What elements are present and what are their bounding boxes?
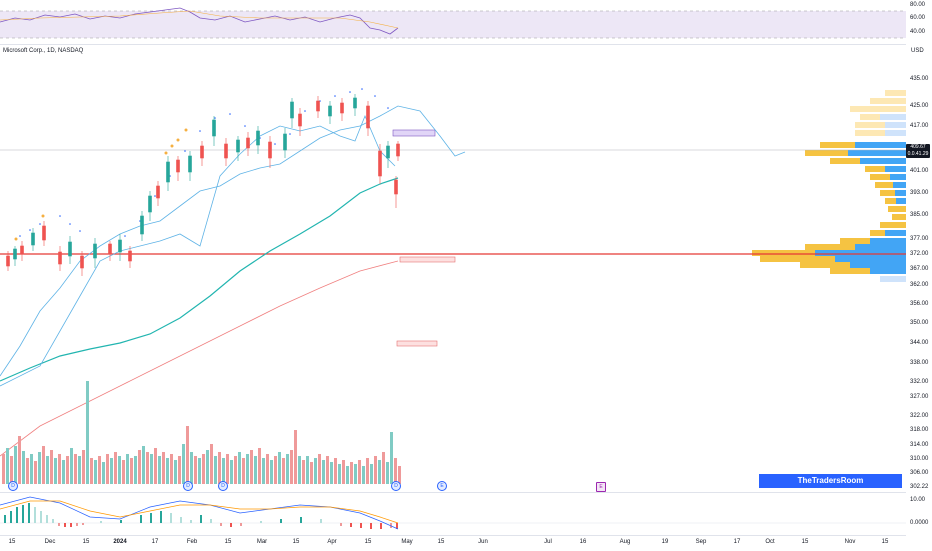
price-axis[interactable]: 435.00 425.00 417.00 401.00 393.00 385.0… bbox=[906, 56, 932, 492]
price-tick: 385.00 bbox=[910, 212, 929, 218]
price-tick: 367.00 bbox=[910, 266, 929, 272]
currency-label[interactable]: USD bbox=[911, 48, 924, 54]
brand-watermark: TheTradersRoom bbox=[759, 474, 902, 488]
dividend-event-icon[interactable]: D bbox=[8, 481, 18, 491]
time-tick: May bbox=[401, 539, 413, 545]
time-tick: 17 bbox=[151, 539, 159, 545]
macd-chart bbox=[0, 496, 906, 530]
time-tick: Nov bbox=[844, 539, 856, 545]
time-tick: Apr bbox=[327, 539, 337, 545]
dividend-event-icon[interactable]: D bbox=[391, 481, 401, 491]
time-tick: Sep bbox=[695, 539, 707, 545]
signal-markers bbox=[14, 128, 188, 241]
time-tick: 15 bbox=[437, 539, 445, 545]
demand-zone-1[interactable] bbox=[399, 256, 456, 263]
price-tick: 425.00 bbox=[910, 103, 929, 109]
dividend-event-icon[interactable]: D bbox=[183, 481, 193, 491]
time-tick: Feb bbox=[186, 539, 198, 545]
price-tick: 362.00 bbox=[910, 282, 929, 288]
demand-zone-2[interactable] bbox=[396, 340, 438, 347]
macd-pane[interactable] bbox=[0, 493, 906, 533]
pane-separator-top[interactable] bbox=[0, 44, 906, 45]
time-tick: Mar bbox=[256, 539, 268, 545]
dividend-event-icon[interactable]: D bbox=[218, 481, 228, 491]
ema-mid-line bbox=[0, 177, 399, 382]
price-tick: 318.00 bbox=[910, 427, 929, 433]
price-tick: 377.00 bbox=[910, 236, 929, 242]
time-tick: 15 bbox=[801, 539, 809, 545]
price-tick: 322.00 bbox=[910, 413, 929, 419]
last-price-value: 409.67 bbox=[910, 144, 926, 150]
price-tick: 332.00 bbox=[910, 379, 929, 385]
ema-fast-line bbox=[0, 105, 466, 377]
time-axis[interactable] bbox=[0, 535, 906, 551]
price-tick: 327.00 bbox=[910, 394, 929, 400]
bar-countdown: 0.0.41.29 bbox=[907, 151, 929, 157]
time-tick: Oct bbox=[765, 539, 775, 545]
price-chart bbox=[0, 88, 906, 484]
time-tick: Jun bbox=[478, 539, 488, 545]
rsi-level-60: 60.00 bbox=[910, 15, 926, 21]
ema-slow-line bbox=[0, 260, 399, 457]
price-tick: 401.00 bbox=[910, 168, 929, 174]
macd-level-0: 0.0000 bbox=[910, 520, 929, 526]
pane-separator-bottom[interactable] bbox=[0, 492, 906, 493]
time-tick: 16 bbox=[579, 539, 587, 545]
price-tick: 417.00 bbox=[910, 123, 929, 129]
rsi-pane[interactable] bbox=[0, 0, 906, 42]
macd-level-10: 10.00 bbox=[910, 497, 926, 503]
macd-signal-line bbox=[0, 500, 399, 524]
rsi-level-80: 80.00 bbox=[910, 2, 926, 8]
rsi-line bbox=[0, 7, 399, 35]
time-tick: 17 bbox=[733, 539, 741, 545]
rsi-level-40: 40.00 bbox=[910, 29, 926, 35]
time-tick: 15 bbox=[364, 539, 372, 545]
time-tick: Aug bbox=[619, 539, 631, 545]
time-tick: Jul bbox=[544, 539, 552, 545]
price-tick: 344.00 bbox=[910, 340, 929, 346]
time-tick: Dec bbox=[44, 539, 56, 545]
volume-bars bbox=[2, 381, 401, 484]
volume-profile bbox=[752, 90, 906, 282]
price-tick: 338.00 bbox=[910, 360, 929, 366]
price-tick: 302.22 bbox=[910, 484, 929, 490]
price-tick: 314.00 bbox=[910, 442, 929, 448]
price-tick: 310.00 bbox=[910, 456, 929, 462]
main-chart-pane[interactable] bbox=[0, 56, 906, 492]
time-tick: 15 bbox=[8, 539, 16, 545]
macd-histogram bbox=[4, 503, 398, 529]
split-event-icon[interactable]: E bbox=[596, 482, 606, 492]
rsi-band bbox=[0, 11, 906, 38]
time-tick: 15 bbox=[881, 539, 889, 545]
candles bbox=[6, 94, 400, 276]
rsi-chart bbox=[0, 7, 906, 39]
price-tick: 306.00 bbox=[910, 470, 929, 476]
rsi-signal-line bbox=[0, 10, 399, 29]
price-tick: 356.00 bbox=[910, 301, 929, 307]
symbol-title: Microsoft Corp., 1D, NASDAQ bbox=[3, 48, 84, 54]
time-tick: 2024 bbox=[113, 539, 127, 545]
time-tick: 15 bbox=[224, 539, 232, 545]
time-tick: 19 bbox=[661, 539, 669, 545]
earnings-event-icon[interactable]: E bbox=[437, 481, 447, 491]
time-tick: 15 bbox=[292, 539, 300, 545]
price-tick: 372.00 bbox=[910, 251, 929, 257]
last-price-tag: 409.67 0.0.41.29 bbox=[906, 144, 930, 158]
time-tick: 15 bbox=[82, 539, 90, 545]
price-tick: 435.00 bbox=[910, 76, 929, 82]
price-tick: 393.00 bbox=[910, 190, 929, 196]
supply-zone[interactable] bbox=[392, 129, 436, 137]
price-tick: 350.00 bbox=[910, 320, 929, 326]
ema-fast-line-2 bbox=[0, 114, 396, 387]
